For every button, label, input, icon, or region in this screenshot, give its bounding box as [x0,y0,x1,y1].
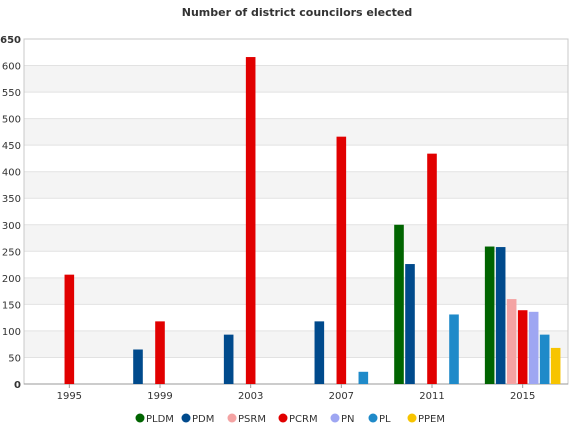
grid-band [24,118,568,146]
grid-band [24,251,568,278]
y-tick-label: 550 [2,88,21,99]
legend-item-pldm[interactable]: PLDM [135,413,174,426]
bar-pcrm-2015[interactable] [517,310,528,384]
y-tick-label: 400 [2,168,21,179]
bar-pcrm-2003[interactable] [245,57,256,385]
legend-item-pn[interactable]: PN [330,413,355,426]
grid-band [24,330,568,358]
bar-pl-2015[interactable] [539,334,550,384]
legend-label: PLDM [146,414,174,425]
bar-pl-2007[interactable] [358,371,369,384]
x-tick-label: 2007 [329,391,354,402]
chart-title: Number of district councilors elected [182,6,412,19]
legend-item-ppem[interactable]: PPEM [407,413,446,426]
y-tick-label: 500 [2,115,21,126]
y-tick-label: 100 [2,327,21,338]
legend: PLDM PDM PSRM PCRM PN PL PPEM [135,413,446,426]
legend-label: PN [341,414,355,425]
y-tick-label: 0 [14,380,21,391]
legend-marker [181,413,191,423]
legend-label: PSRM [238,414,266,425]
bar-pcrm-2007[interactable] [336,136,347,384]
grid-band [24,277,568,305]
grid-band [24,92,568,119]
legend-item-psrm[interactable]: PSRM [227,413,266,426]
bar-pldm-2011[interactable] [394,224,404,384]
grid-band [24,171,568,199]
grid-band [24,145,568,172]
grid-band [24,304,568,331]
bar-pdm-2003[interactable] [223,334,234,384]
legend-marker [135,413,145,423]
grid-band [24,39,568,66]
bar-psrm-2015[interactable] [506,299,517,384]
bar-pldm-2015[interactable] [484,246,495,384]
bars [64,57,561,385]
legend-marker [278,413,288,423]
legend-label: PCRM [289,414,318,425]
bar-pdm-2007[interactable] [314,321,325,384]
y-tick-label: 50 [8,353,21,364]
grid-band [24,224,568,252]
grid-band [24,198,568,225]
y-tick-label: 150 [2,300,21,311]
legend-label: PL [379,414,391,425]
bar-pl-2011[interactable] [449,314,459,384]
legend-label: PPEM [418,414,445,425]
grid-bands [23,38,569,385]
y-tick-label: 600 [2,62,21,73]
legend-marker [368,413,378,423]
y-tick-label: 200 [2,274,21,285]
bar-pcrm-1999[interactable] [155,321,165,384]
y-tick-label: 450 [2,141,21,152]
x-axis: 1995 1999 2003 2007 2011 2015 [24,383,568,402]
bar-pcrm-1995[interactable] [64,274,75,384]
grid-band [24,357,568,384]
x-tick-label: 1999 [147,391,172,402]
x-tick-label: 1995 [57,391,82,402]
legend-marker [330,413,340,423]
bar-ppem-2015[interactable] [550,347,561,384]
legend-marker [227,413,237,423]
y-tick-label: 350 [2,194,21,205]
legend-item-pcrm[interactable]: PCRM [278,413,318,426]
y-tick-label: 300 [2,221,21,232]
legend-label: PDM [192,414,214,425]
x-tick-label: 2003 [238,391,263,402]
y-tick-label: 250 [2,247,21,258]
y-axis: 0 50 100 150 200 250 300 350 400 450 500 550 600 650 [0,35,21,391]
bar-pdm-1999[interactable] [133,349,143,385]
y-tick-label: 650 [0,35,21,46]
bar-pn-2015[interactable] [528,311,539,384]
legend-marker [407,413,417,423]
legend-item-pl[interactable]: PL [368,413,392,426]
x-tick-label: 2015 [510,391,535,402]
bar-pdm-2015[interactable] [495,247,506,384]
grid-band [24,65,568,93]
bar-pcrm-2011[interactable] [427,153,437,384]
x-tick-label: 2011 [419,391,444,402]
bar-pdm-2011[interactable] [405,264,415,384]
legend-item-pdm[interactable]: PDM [181,413,215,426]
